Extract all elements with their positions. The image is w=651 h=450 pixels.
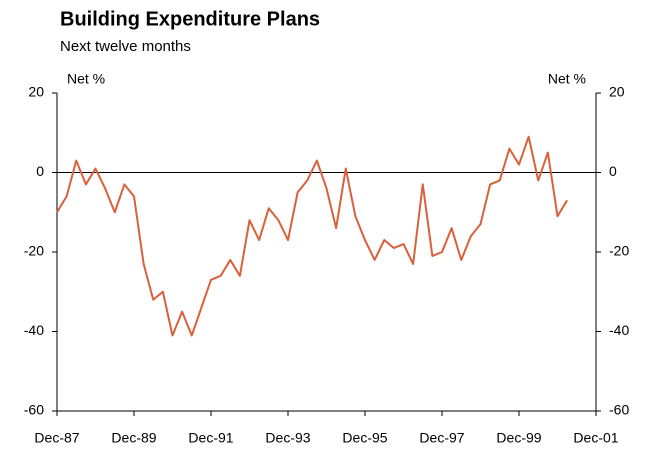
- y2-tick-label: -40: [609, 322, 629, 338]
- x-tick-label: Dec-89: [111, 430, 156, 446]
- y-tick-label: 20: [28, 84, 44, 100]
- chart-title: Building Expenditure Plans: [60, 8, 320, 30]
- y-axis-label: Net %: [67, 71, 105, 87]
- y2-tick-label: -20: [609, 243, 629, 259]
- y2-tick-label: 20: [609, 84, 625, 100]
- y-tick-label: -60: [24, 402, 44, 418]
- y2-tick-label: -60: [609, 402, 629, 418]
- x-tick-label: Dec-97: [419, 430, 464, 446]
- y2-tick-label: 0: [609, 163, 617, 179]
- data-line: [56, 135, 568, 337]
- y2-axis-label: Net %: [548, 71, 586, 87]
- x-tick-label: Dec-95: [342, 430, 387, 446]
- y-tick-label: 0: [36, 163, 44, 179]
- x-tick-label: Dec-99: [496, 430, 541, 446]
- y-tick-label: -40: [24, 322, 44, 338]
- x-tick-label: Dec-87: [34, 430, 79, 446]
- x-tick-label: Dec-93: [265, 430, 310, 446]
- x-tick-label: Dec-01: [573, 430, 618, 446]
- chart-subtitle: Next twelve months: [60, 38, 191, 55]
- x-tick-label: Dec-91: [188, 430, 233, 446]
- y-tick-label: -20: [24, 243, 44, 259]
